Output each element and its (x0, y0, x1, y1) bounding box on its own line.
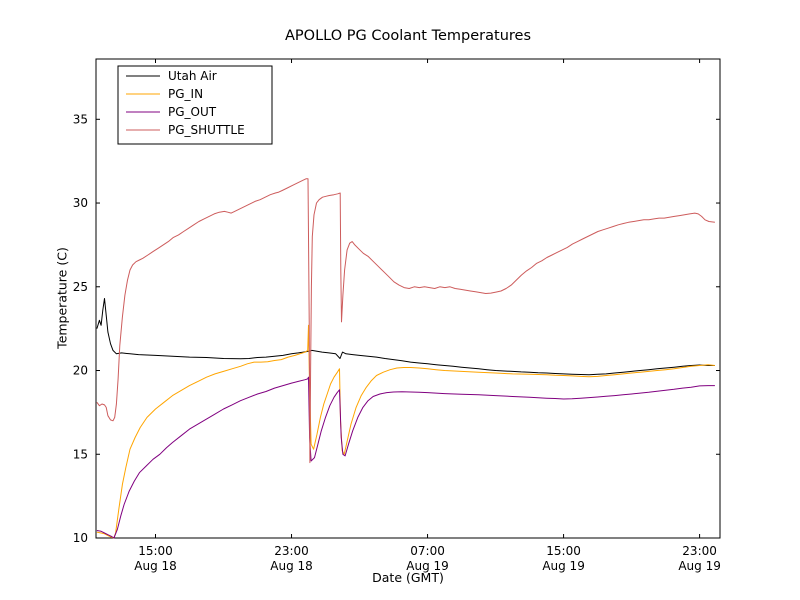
series-line-pg-out (96, 376, 715, 539)
legend-box (117, 65, 273, 145)
x-axis-label: Date (GMT) (372, 570, 444, 585)
x-tick-time-label: 15:00 (138, 544, 173, 558)
x-tick-date-label: Aug 19 (406, 559, 449, 573)
y-tick-label: 20 (73, 364, 88, 378)
y-tick-label: 25 (73, 280, 88, 294)
y-tick-label: 30 (73, 196, 88, 210)
legend-entry-label: PG_SHUTTLE (168, 123, 245, 137)
y-tick-label: 10 (73, 531, 88, 545)
x-tick-date-label: Aug 19 (678, 559, 721, 573)
y-tick-label: 35 (73, 112, 88, 126)
legend-entry-label: Utah Air (168, 69, 217, 83)
y-tick-label: 15 (73, 447, 88, 461)
series-line-pg-shuttle (96, 178, 715, 464)
series-line-pg-in (96, 324, 715, 539)
x-tick-time-label: 15:00 (546, 544, 581, 558)
axes-frame (95, 58, 721, 539)
series-line-utah-air (96, 298, 715, 376)
x-tick-time-label: 07:00 (410, 544, 445, 558)
legend-entry-label: PG_IN (168, 87, 203, 101)
x-tick-date-label: Aug 18 (270, 559, 313, 573)
x-tick-time-label: 23:00 (274, 544, 309, 558)
legend-entry-label: PG_OUT (168, 105, 217, 119)
x-tick-date-label: Aug 18 (134, 559, 177, 573)
x-tick-time-label: 23:00 (682, 544, 717, 558)
chart-title: APOLLO PG Coolant Temperatures (285, 28, 531, 44)
y-axis-label: Temperature (C) (54, 247, 70, 349)
x-tick-date-label: Aug 19 (542, 559, 585, 573)
